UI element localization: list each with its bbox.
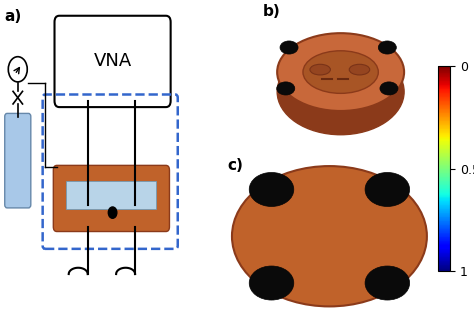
Ellipse shape — [378, 41, 396, 54]
Ellipse shape — [277, 49, 404, 135]
Ellipse shape — [310, 64, 330, 75]
Bar — [66, 181, 156, 209]
FancyBboxPatch shape — [53, 165, 169, 232]
FancyBboxPatch shape — [5, 113, 31, 208]
Text: a): a) — [5, 9, 22, 25]
Ellipse shape — [232, 166, 427, 306]
Ellipse shape — [380, 82, 398, 95]
Circle shape — [249, 172, 294, 207]
Text: b): b) — [263, 4, 281, 19]
Ellipse shape — [280, 41, 298, 54]
Circle shape — [108, 207, 117, 218]
Ellipse shape — [303, 51, 378, 93]
Ellipse shape — [277, 33, 404, 111]
Text: VNA: VNA — [93, 52, 132, 71]
Circle shape — [365, 172, 410, 207]
Circle shape — [8, 57, 27, 82]
Circle shape — [249, 266, 294, 300]
Circle shape — [365, 266, 410, 300]
Ellipse shape — [349, 64, 370, 75]
Ellipse shape — [277, 82, 295, 95]
FancyBboxPatch shape — [55, 16, 171, 107]
Text: c): c) — [227, 158, 243, 173]
